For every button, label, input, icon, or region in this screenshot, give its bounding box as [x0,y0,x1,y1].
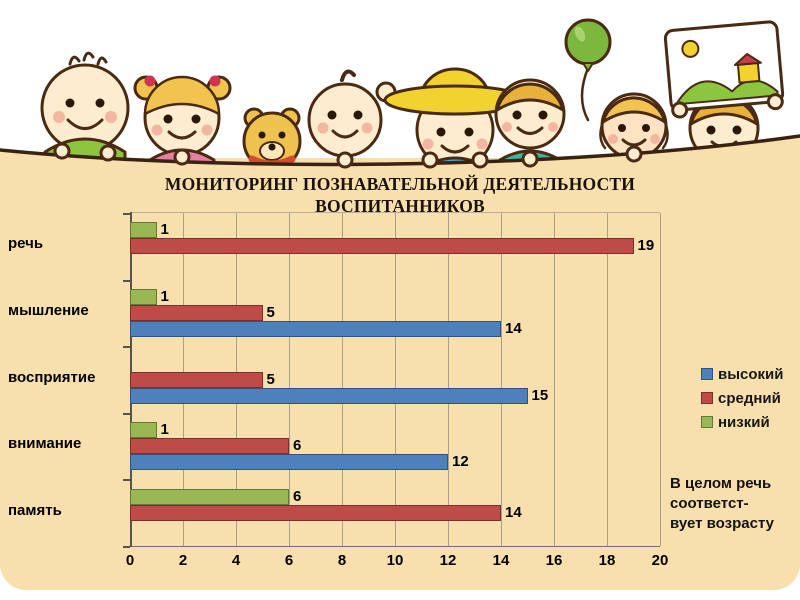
category-tick [123,279,130,282]
chart-bar-средний [130,504,501,521]
bar-chart: речь мышление восприятие внимание память 1 19… [0,212,800,577]
child-blonde-girl [599,92,669,160]
bar-value-label: 6 [293,437,302,455]
category-label: восприятие [8,368,96,386]
bar-value-label: 14 [505,503,522,521]
x-tick-label: 16 [545,552,563,569]
gridline [501,213,502,546]
gridline [607,213,608,546]
bar-value-label: 15 [531,386,549,404]
legend-item: низкий [701,410,784,434]
x-tick-label: 12 [439,552,457,569]
legend-swatch [701,392,713,404]
gridline [448,213,449,546]
child-yellow-hat [383,67,527,172]
note-line3: вует возрасту [670,514,775,532]
chart-bar-высокий [130,387,528,404]
children-banner-illustration [0,18,800,172]
x-tick-label: 14 [492,552,510,569]
category-tick [123,546,130,548]
bar-value-label: 1 [160,421,169,439]
legend-swatch [701,368,713,380]
chart-bar-средний [130,371,263,388]
category-label: речь [8,235,44,253]
chart-bar-средний [130,438,289,455]
category-label: внимание [8,435,82,453]
gridline [342,213,343,546]
category-tick [123,346,130,349]
bar-value-label: 1 [160,221,169,239]
category-tick [123,412,130,415]
child-girl-pigtails [133,75,232,172]
balloon [564,18,612,122]
slide-title: МОНИТОРИНГ ПОЗНАВАТЕЛЬНОЙ ДЕЯТЕЛЬНОСТИ В… [0,174,800,218]
category-label: память [8,501,62,519]
gridline [395,213,396,546]
slide-title-line2: ВОСПИТАННИКОВ [315,195,485,216]
legend-label: низкий [718,413,770,431]
note-line1: В целом речь [670,475,772,492]
legend-item: средний [701,386,784,410]
slide-title-line1: МОНИТОРИНГ ПОЗНАВАТЕЛЬНОЙ ДЕЯТЕЛЬНОСТИ [164,174,636,194]
child-blond-boy [494,78,566,172]
chart-bar-низкий [130,222,157,239]
chart-bar-низкий [130,422,157,439]
legend-item: высокий [701,362,784,386]
x-tick-label: 4 [231,552,241,569]
drawing-card [663,20,785,119]
bar-value-label: 5 [266,303,275,321]
category-tick [123,479,130,482]
bar-value-label: 19 [637,237,655,255]
bar-value-label: 6 [293,487,302,505]
category-axis-labels: речь мышление восприятие внимание память [8,212,126,545]
gridline [289,213,290,546]
legend-swatch [701,416,713,428]
chart-plot: 1 19 1 5 14 5 15 1 6 12 6 14 [123,212,661,548]
chart-bar-средний [130,304,263,321]
legend-label: средний [718,389,781,407]
children-hands [53,142,643,169]
gridline [660,213,661,546]
chart-legend: высокий средний низкий [701,362,784,434]
teddy-bear [242,107,302,171]
x-tick-label: 0 [125,552,135,569]
x-tick-label: 2 [178,552,188,569]
note-line2: соответст- [670,494,749,512]
chart-bar-низкий [130,488,289,505]
category-tick [123,213,130,215]
bar-value-label: 12 [452,453,469,471]
bar-value-label: 5 [266,370,275,388]
child-baby [307,69,397,158]
chart-bar-низкий [130,288,157,305]
x-axis: 0 2 4 6 8 10 12 14 16 18 20 [126,552,669,574]
x-tick-label: 8 [337,552,347,569]
x-tick-label: 6 [284,552,294,569]
x-tick-label: 10 [386,552,404,569]
chart-bar-высокий [130,454,448,471]
chart-bar-средний [130,238,634,255]
x-tick-label: 20 [651,552,669,569]
x-tick-label: 18 [598,552,616,569]
bar-value-label: 1 [160,287,169,305]
category-label: мышление [8,301,89,319]
chart-bar-высокий [130,320,501,337]
bar-value-label: 14 [505,319,522,337]
note-text: В целом речь соответст- вует возрасту [670,474,798,533]
legend-label: высокий [718,365,784,383]
gridline [554,213,555,546]
